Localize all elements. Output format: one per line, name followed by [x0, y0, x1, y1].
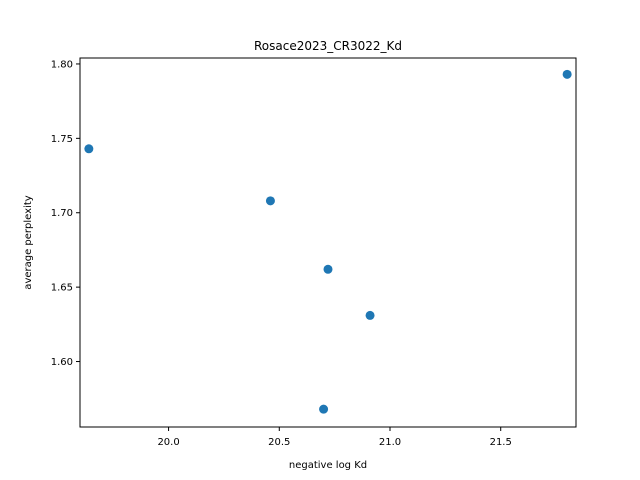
scatter-point-6 — [562, 69, 572, 79]
y-axis-label: average perplexity — [23, 195, 34, 289]
axes-frame — [79, 57, 577, 428]
y-axis-ticks: 1.60 1.65 1.70 1.75 1.80 — [51, 59, 80, 368]
x-axis-label: negative log Kd — [289, 460, 367, 471]
scatter-point-3 — [323, 264, 333, 274]
y-tick-label: 1.75 — [51, 134, 73, 145]
x-tick-label: 20.5 — [268, 437, 290, 448]
x-tick-label: 21.5 — [490, 437, 512, 448]
scatter-point-4 — [365, 310, 375, 320]
scatter-point-1 — [84, 144, 94, 154]
x-tick-label: 20.0 — [157, 437, 179, 448]
scatter-point-5 — [319, 404, 329, 414]
x-axis-ticks: 20.0 20.5 21.0 21.5 — [157, 427, 512, 448]
scatter-point-2 — [265, 196, 275, 206]
chart-title: Rosace2023_CR3022_Kd — [254, 39, 402, 53]
y-tick-label: 1.65 — [51, 283, 73, 294]
y-tick-label: 1.70 — [51, 208, 73, 219]
y-tick-label: 1.60 — [51, 357, 73, 368]
y-tick-label: 1.80 — [51, 59, 73, 70]
points-layer — [84, 69, 572, 414]
x-tick-label: 21.0 — [379, 437, 401, 448]
